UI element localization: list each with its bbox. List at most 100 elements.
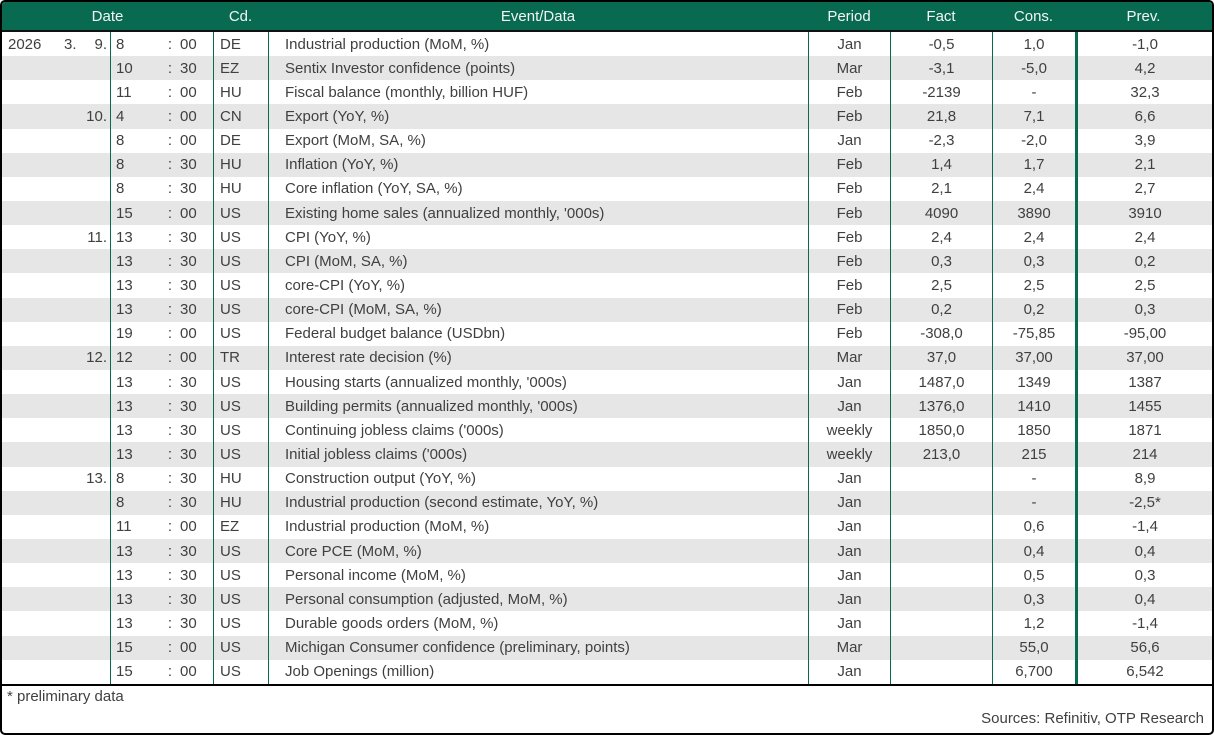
date-day: 9.	[94, 35, 107, 53]
cons-value: 2,4	[1023, 228, 1045, 246]
time-cell: 11 : 00	[110, 514, 213, 539]
fact-value: -3,1	[928, 59, 955, 77]
period-value: weekly	[826, 445, 873, 463]
event-label: Inflation (YoY, %)	[285, 156, 399, 174]
time-minute: 00	[180, 107, 197, 125]
country-code: HU	[220, 470, 242, 488]
cons-value: 0,2	[1023, 301, 1045, 319]
time-colon: :	[167, 35, 173, 53]
cons-cell: 215	[992, 442, 1075, 467]
time-hour: 13	[116, 566, 133, 584]
event-cell: Construction output (YoY, %)	[268, 466, 808, 491]
time-colon: :	[167, 518, 173, 536]
time-hour: 15	[116, 639, 133, 657]
event-label: Durable goods orders (MoM, %)	[285, 614, 499, 632]
event-label: Personal income (MoM, %)	[285, 566, 466, 584]
cons-cell: 55,0	[992, 635, 1075, 660]
cons-cell: 2,4	[992, 225, 1075, 250]
time-minute: 30	[180, 445, 197, 463]
prev-cell: 1387	[1075, 369, 1212, 395]
cons-cell: 3890	[992, 200, 1075, 226]
column-header-event: Event/Data	[500, 7, 576, 25]
table-row: 15 : 00 US Job Openings (million) Jan 6,…	[2, 659, 1212, 684]
time-cell: 8 : 30	[110, 466, 213, 491]
country-code: DE	[220, 132, 241, 150]
event-label: Building permits (annualized monthly, '0…	[285, 397, 578, 415]
event-label: Export (MoM, SA, %)	[285, 132, 426, 150]
time-hour: 13	[116, 542, 133, 560]
table-row: 10 : 30 EZ Sentix Investor confidence (p…	[2, 56, 1212, 81]
country-code-cell: CN	[213, 104, 268, 129]
prev-cell: 214	[1075, 442, 1212, 467]
time-hour: 15	[116, 663, 133, 681]
time-hour: 8	[116, 156, 125, 174]
date-cell	[2, 56, 110, 80]
fact-cell: -2139	[890, 80, 992, 105]
table-row: 8 : 30 HU Core inflation (YoY, SA, %) Fe…	[2, 176, 1212, 201]
country-code: CN	[220, 107, 242, 125]
fact-value: 4090	[924, 204, 959, 222]
date-cell	[2, 563, 110, 587]
prev-value: 6,6	[1134, 107, 1156, 125]
column-header-cd: Cd.	[228, 7, 253, 25]
cons-value: 0,6	[1023, 518, 1045, 536]
event-label: core-CPI (MoM, SA, %)	[285, 301, 442, 319]
time-colon: :	[167, 494, 173, 512]
prev-value: 1387	[1128, 373, 1162, 391]
time-colon: :	[167, 228, 173, 246]
period-cell: Jan	[808, 490, 890, 515]
cons-cell: 1,7	[992, 152, 1075, 177]
prev-cell: 1455	[1075, 394, 1212, 419]
prev-value: 2,4	[1134, 228, 1156, 246]
cons-cell: 0,3	[992, 249, 1075, 274]
fact-value: 0,2	[931, 301, 952, 319]
cons-cell: 1,0	[992, 32, 1075, 57]
table-row: 13 : 30 US Durable goods orders (MoM, %)…	[2, 611, 1212, 636]
sources-note: Sources: Refinitiv, OTP Research	[981, 710, 1204, 727]
event-cell: Sentix Investor confidence (points)	[268, 56, 808, 81]
country-code: EZ	[220, 518, 240, 536]
event-label: Interest rate decision (%)	[285, 349, 452, 367]
period-cell: Feb	[808, 152, 890, 177]
table-row: 13 : 30 US Core PCE (MoM, %) Jan 0,4 0,4	[2, 538, 1212, 564]
country-code: US	[220, 301, 241, 319]
time-minute: 00	[180, 325, 197, 343]
date-cell	[2, 201, 110, 225]
prev-cell: 6,542	[1075, 659, 1212, 684]
prev-cell: -1,0	[1075, 32, 1212, 57]
fact-value: 21,8	[926, 107, 957, 125]
cons-value: 2,5	[1023, 276, 1045, 294]
time-colon: :	[167, 566, 173, 584]
period-cell: Mar	[808, 345, 890, 370]
event-cell: Personal income (MoM, %)	[268, 563, 808, 588]
fact-cell: 1,4	[890, 152, 992, 177]
period-value: Jan	[837, 397, 862, 415]
prev-cell: 2,4	[1075, 225, 1212, 250]
cons-cell: 0,3	[992, 587, 1075, 612]
prev-value: -2,5*	[1129, 494, 1161, 512]
time-minute: 30	[180, 566, 197, 584]
fact-cell: -2,3	[890, 128, 992, 153]
period-value: Jan	[837, 470, 862, 488]
event-label: Continuing jobless claims ('000s)	[285, 421, 504, 439]
period-cell: Feb	[808, 321, 890, 346]
table-row: 19 : 00 US Federal budget balance (USDbn…	[2, 321, 1212, 346]
country-code: US	[220, 397, 241, 415]
time-minute: 30	[180, 614, 197, 632]
fact-cell: 2,4	[890, 225, 992, 250]
country-code-cell: US	[213, 538, 268, 564]
period-cell: Jan	[808, 538, 890, 564]
period-value: weekly	[826, 421, 873, 439]
cons-cell: 1,2	[992, 611, 1075, 636]
fact-value: 213,0	[922, 445, 961, 463]
table-row: 15 : 00 US Michigan Consumer confidence …	[2, 635, 1212, 660]
date-cell: 10.	[2, 104, 110, 128]
cons-cell: 2,4	[992, 176, 1075, 201]
date-cell	[2, 491, 110, 515]
time-cell: 8 : 30	[110, 152, 213, 177]
time-minute: 30	[180, 252, 197, 270]
time-cell: 13 : 30	[110, 442, 213, 467]
time-hour: 12	[116, 349, 133, 367]
prev-value: 4,2	[1134, 59, 1156, 77]
country-code-cell: HU	[213, 176, 268, 201]
